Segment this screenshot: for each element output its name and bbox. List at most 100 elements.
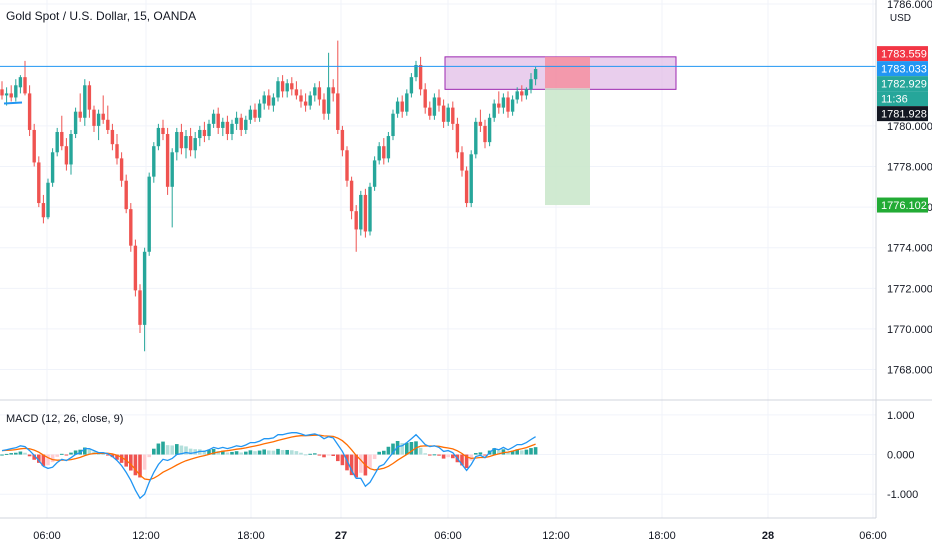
candle[interactable]	[359, 190, 363, 236]
candle[interactable]	[455, 117, 460, 159]
candle[interactable]	[441, 99, 446, 128]
candle[interactable]	[46, 178, 50, 220]
candle[interactable]	[409, 73, 414, 98]
candle[interactable]	[147, 172, 151, 256]
candle[interactable]	[198, 125, 202, 147]
candle[interactable]	[437, 89, 441, 112]
candle[interactable]	[18, 75, 23, 94]
candle[interactable]	[326, 52, 331, 120]
candle[interactable]	[460, 146, 464, 177]
candle[interactable]	[179, 123, 184, 155]
candle[interactable]	[432, 93, 437, 120]
macd-line[interactable]	[1, 432, 536, 500]
candle[interactable]	[202, 121, 207, 143]
candle[interactable]	[382, 138, 386, 165]
candle[interactable]	[119, 152, 124, 187]
macd-signal-line[interactable]	[1, 434, 536, 481]
candle[interactable]	[280, 75, 285, 98]
candle[interactable]	[400, 95, 404, 118]
candle[interactable]	[248, 105, 253, 124]
candle[interactable]	[211, 109, 216, 128]
candle[interactable]	[14, 79, 18, 102]
candle[interactable]	[129, 203, 133, 252]
candle[interactable]	[188, 127, 193, 157]
candle[interactable]	[322, 93, 326, 120]
candle[interactable]	[414, 60, 418, 82]
candle[interactable]	[363, 188, 368, 238]
candle[interactable]	[101, 95, 105, 124]
candle[interactable]	[336, 40, 340, 135]
candle[interactable]	[464, 166, 469, 208]
candle[interactable]	[221, 117, 225, 137]
candle[interactable]	[257, 99, 262, 122]
candle[interactable]	[483, 119, 487, 149]
candle[interactable]	[299, 89, 303, 108]
candle[interactable]	[317, 81, 322, 106]
candle[interactable]	[175, 127, 179, 161]
candle[interactable]	[276, 77, 280, 102]
candle[interactable]	[520, 85, 524, 102]
take-profit-zone[interactable]	[545, 88, 590, 206]
candle[interactable]	[234, 111, 239, 130]
candle[interactable]	[230, 119, 234, 141]
candle[interactable]	[184, 129, 188, 159]
candle[interactable]	[156, 123, 161, 151]
candle[interactable]	[267, 89, 271, 110]
candle[interactable]	[533, 67, 538, 86]
candle[interactable]	[506, 91, 510, 118]
candle[interactable]	[41, 194, 46, 224]
candle[interactable]	[294, 81, 299, 100]
candle[interactable]	[55, 127, 59, 157]
candle[interactable]	[423, 83, 427, 114]
candle[interactable]	[451, 101, 455, 130]
candle[interactable]	[83, 79, 87, 126]
candle[interactable]	[32, 123, 36, 167]
candle[interactable]	[207, 119, 211, 141]
candle[interactable]	[27, 85, 32, 137]
candle[interactable]	[78, 93, 82, 122]
candle[interactable]	[386, 131, 391, 163]
candle[interactable]	[124, 174, 128, 214]
candle[interactable]	[138, 284, 142, 333]
candle[interactable]	[37, 156, 41, 208]
candle[interactable]	[368, 182, 372, 236]
candle[interactable]	[115, 134, 119, 165]
candle[interactable]	[106, 105, 110, 135]
candle[interactable]	[313, 83, 317, 102]
candle[interactable]	[152, 142, 156, 183]
candle[interactable]	[510, 95, 515, 116]
candle[interactable]	[271, 93, 276, 112]
candle-series[interactable]	[0, 40, 538, 352]
candle[interactable]	[497, 91, 501, 114]
candle[interactable]	[64, 138, 69, 171]
candle[interactable]	[349, 176, 354, 220]
candle[interactable]	[345, 146, 349, 187]
macd-pane[interactable]	[0, 432, 538, 500]
candle[interactable]	[377, 142, 381, 165]
candle[interactable]	[372, 156, 377, 191]
candle[interactable]	[331, 79, 335, 102]
candle[interactable]	[492, 99, 496, 122]
candle[interactable]	[474, 117, 478, 159]
candle[interactable]	[110, 123, 115, 151]
candle[interactable]	[285, 79, 289, 98]
candle[interactable]	[96, 109, 101, 141]
candle[interactable]	[262, 91, 266, 110]
horizontal-line[interactable]	[0, 65, 876, 105]
stop-loss-zone[interactable]	[545, 56, 590, 89]
candle[interactable]	[9, 85, 13, 102]
candle[interactable]	[133, 239, 138, 297]
candle[interactable]	[60, 115, 64, 151]
candle[interactable]	[354, 205, 358, 252]
candle[interactable]	[0, 81, 4, 100]
candle[interactable]	[92, 105, 96, 132]
candle[interactable]	[290, 77, 294, 96]
candle[interactable]	[446, 103, 450, 126]
candle[interactable]	[340, 125, 345, 157]
candle[interactable]	[244, 115, 248, 135]
candle[interactable]	[405, 89, 409, 116]
candle[interactable]	[69, 129, 73, 175]
candle[interactable]	[308, 91, 312, 110]
candle[interactable]	[391, 109, 395, 141]
